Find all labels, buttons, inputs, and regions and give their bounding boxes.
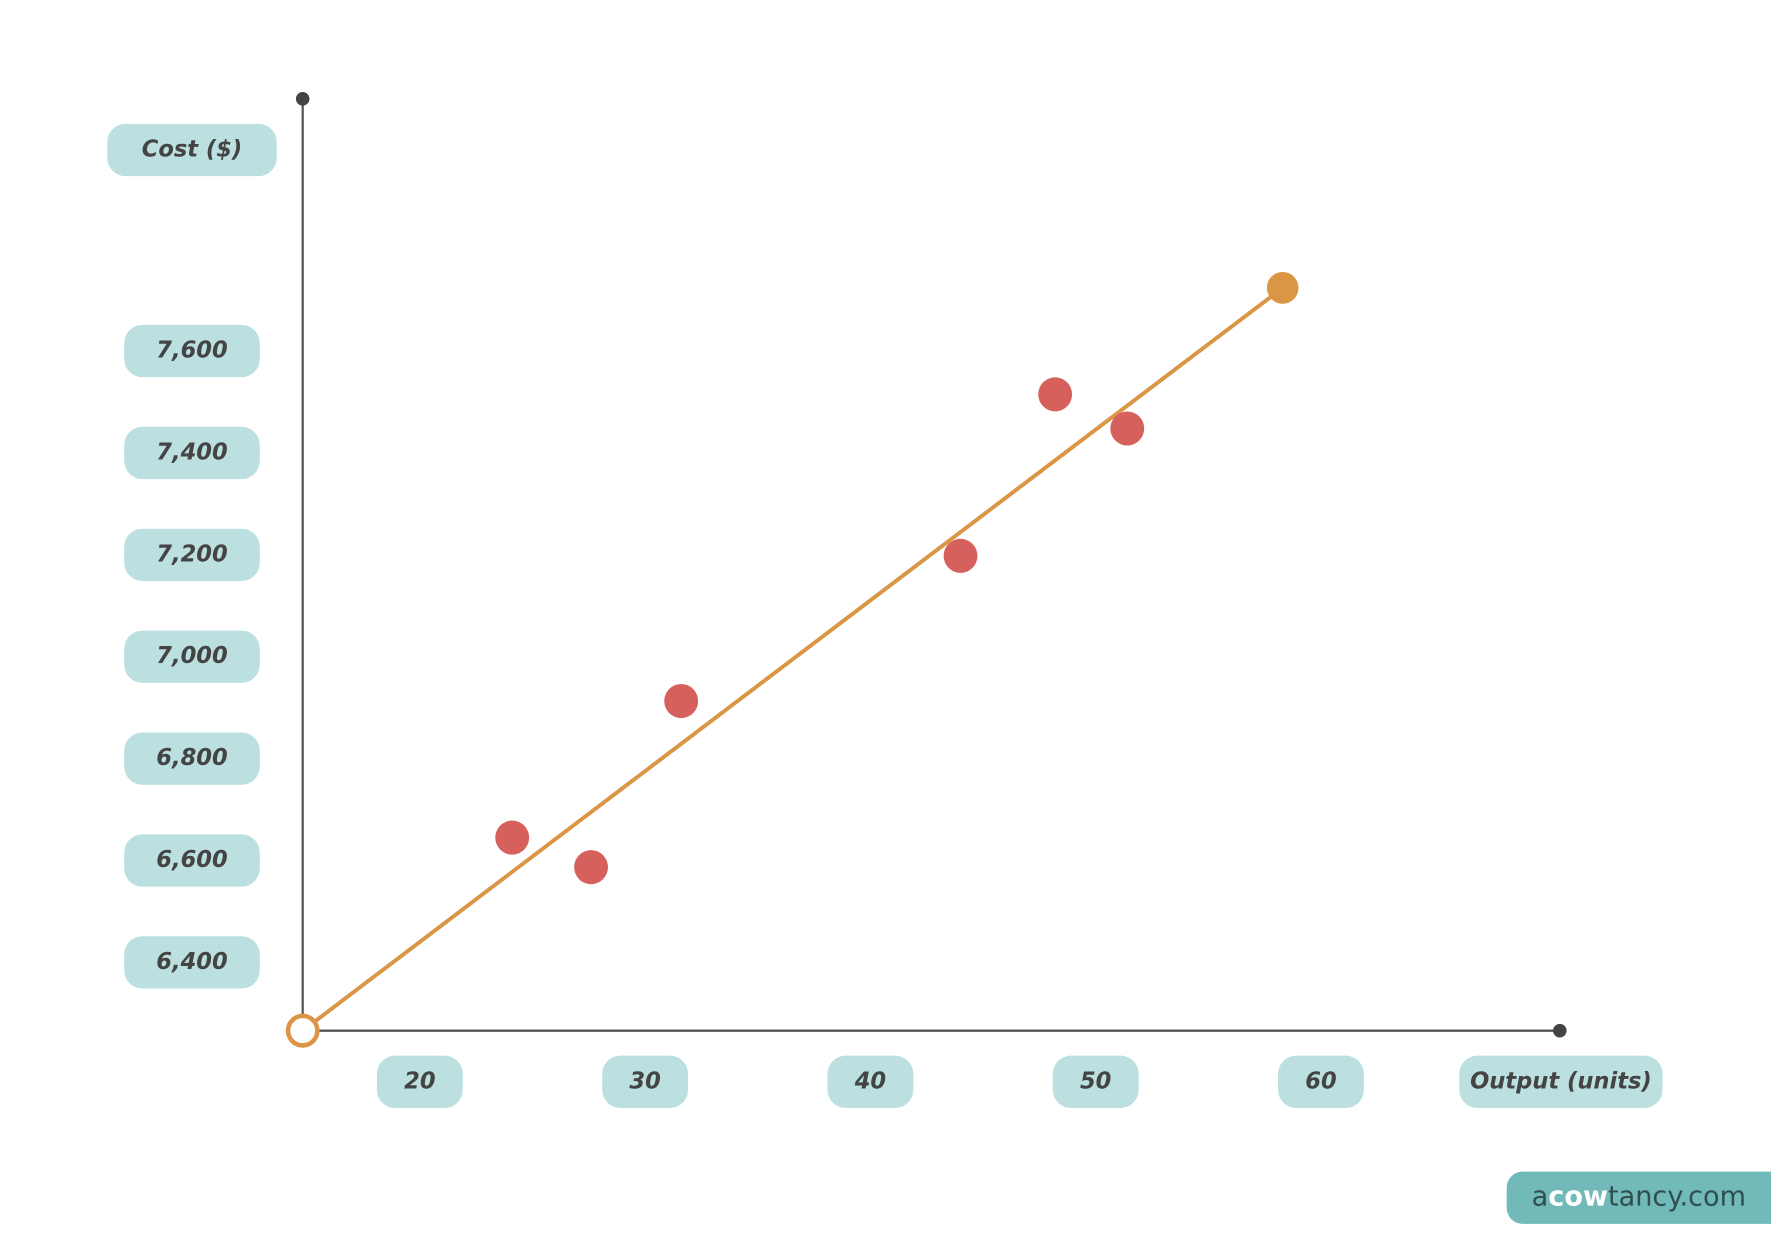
y-label-pill bbox=[107, 123, 277, 177]
y-tick-label: 7,600 bbox=[156, 338, 227, 364]
axis-end bbox=[1553, 1023, 1567, 1038]
y-tick-pill bbox=[124, 936, 260, 989]
brand: acowtancy.com bbox=[1532, 1181, 1746, 1212]
point bbox=[574, 850, 609, 885]
point bbox=[1110, 411, 1145, 446]
brand-part: a bbox=[1532, 1181, 1549, 1212]
y-tick-pill bbox=[124, 324, 260, 378]
y-tick-pill bbox=[124, 528, 260, 581]
y-tick-label: 6,400 bbox=[156, 949, 227, 975]
y-tick-label: 6,800 bbox=[156, 745, 227, 771]
y-tick-label: 6,600 bbox=[156, 847, 227, 873]
fit-line bbox=[301, 286, 1284, 1033]
y-tick-pill bbox=[124, 630, 260, 683]
x-tick-label: 40 bbox=[854, 1068, 886, 1094]
x-tick-label: 30 bbox=[629, 1068, 660, 1094]
x-label-pill bbox=[1459, 1055, 1663, 1108]
x-tick-pill bbox=[827, 1055, 914, 1108]
brand-badge bbox=[1506, 1171, 1771, 1224]
brand-part: cow bbox=[1548, 1181, 1608, 1212]
y-tick-label: 7,400 bbox=[156, 439, 227, 465]
y-axis-label: Cost ($) bbox=[142, 136, 243, 162]
line-end bbox=[1266, 271, 1299, 304]
point bbox=[664, 684, 699, 719]
x-tick-pill bbox=[1278, 1055, 1364, 1108]
point bbox=[943, 538, 978, 573]
x-tick-label: 60 bbox=[1305, 1068, 1336, 1094]
y-tick-pill bbox=[124, 834, 260, 887]
y-tick-label: 7,000 bbox=[156, 643, 227, 669]
y-tick-label: 7,200 bbox=[156, 541, 227, 567]
x-tick-label: 20 bbox=[404, 1068, 435, 1094]
point bbox=[495, 820, 530, 855]
x-axis-label: Output (units) bbox=[1470, 1068, 1652, 1094]
x-tick-pill bbox=[602, 1055, 689, 1108]
x-tick-pill bbox=[1052, 1055, 1139, 1108]
x-tick-label: 50 bbox=[1080, 1068, 1111, 1094]
line-start bbox=[285, 1013, 320, 1048]
axis-end bbox=[295, 92, 310, 106]
point bbox=[1038, 377, 1073, 412]
x-tick-pill bbox=[376, 1055, 463, 1108]
brand-part: tancy.com bbox=[1608, 1181, 1746, 1212]
y-tick-pill bbox=[124, 732, 260, 785]
y-tick-pill bbox=[124, 426, 260, 480]
